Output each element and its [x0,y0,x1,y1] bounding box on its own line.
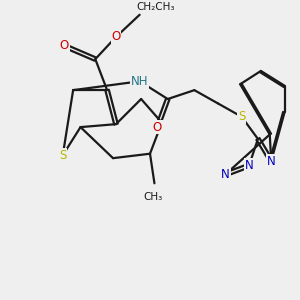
Text: O: O [153,121,162,134]
Text: O: O [111,30,121,44]
Text: NH: NH [131,75,148,88]
Text: S: S [59,149,67,162]
Text: S: S [238,110,245,123]
Text: N: N [267,154,276,168]
Text: N: N [245,159,254,172]
Text: N: N [221,168,230,181]
Text: CH₃: CH₃ [143,192,163,202]
Text: O: O [60,39,69,52]
Text: CH₂CH₃: CH₂CH₃ [137,2,175,12]
